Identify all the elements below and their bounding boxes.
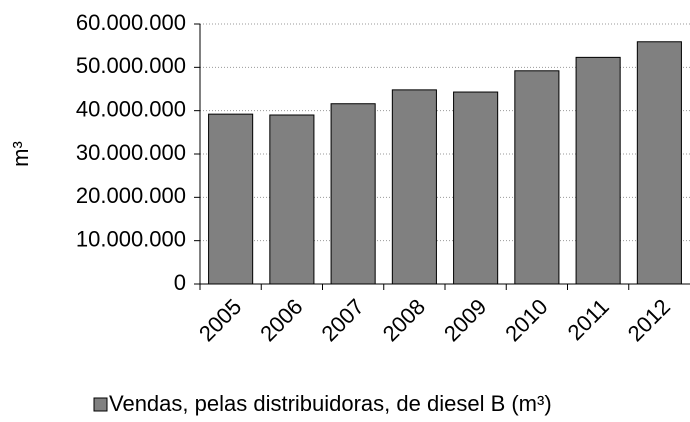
x-tick-label: 2007 — [316, 294, 368, 346]
bar — [453, 91, 499, 285]
x-tick-label: 2009 — [439, 294, 491, 346]
bar — [514, 70, 560, 285]
bar — [636, 41, 682, 285]
x-tick-label: 2010 — [500, 294, 552, 346]
y-tick-label: 0 — [174, 270, 186, 295]
y-tick-label: 50.000.000 — [76, 53, 186, 78]
legend-swatch — [93, 397, 108, 412]
y-tick-label: 10.000.000 — [76, 226, 186, 251]
x-tick-label: 2011 — [563, 294, 614, 345]
bar — [330, 103, 376, 285]
y-tick-label: 20.000.000 — [76, 183, 186, 208]
y-tick-label: 40.000.000 — [76, 96, 186, 121]
y-axis-label: m³ — [8, 141, 33, 167]
x-tick-label: 2005 — [194, 294, 246, 346]
x-tick-label: 2006 — [255, 294, 307, 346]
bar — [391, 89, 437, 285]
bar — [208, 113, 254, 285]
bar — [575, 56, 621, 285]
y-tick-label: 30.000.000 — [76, 140, 186, 165]
bar — [269, 114, 315, 285]
legend-label: Vendas, pelas distribuidoras, de diesel … — [109, 391, 552, 416]
x-tick-label: 2008 — [378, 294, 430, 346]
y-tick-label: 60.000.000 — [76, 10, 186, 35]
x-tick-label: 2012 — [623, 294, 675, 346]
